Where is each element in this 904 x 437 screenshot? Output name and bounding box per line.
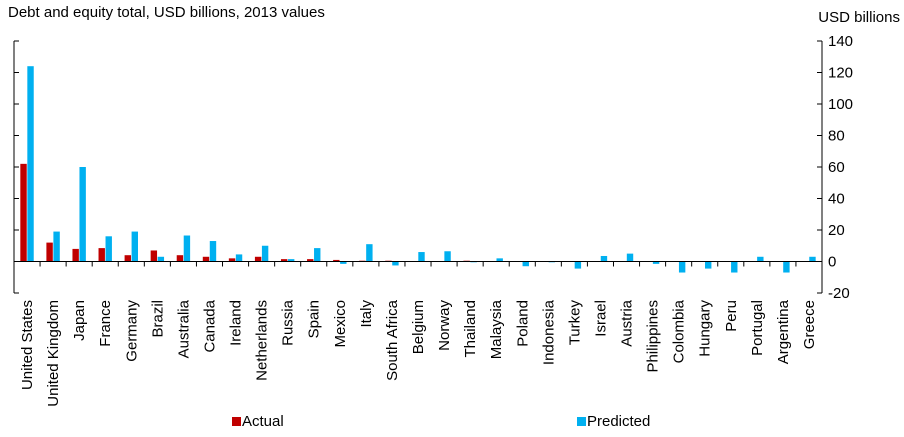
y-axis-label: USD billions: [818, 9, 900, 26]
bar-actual: [333, 259, 340, 262]
x-tick-label: Hungary: [697, 300, 714, 357]
bar-predicted: [496, 258, 503, 262]
bar-actual: [124, 255, 131, 262]
bar-predicted: [183, 235, 191, 262]
bar-predicted: [574, 261, 582, 269]
x-tick-label: Germany: [123, 300, 140, 362]
bar-actual: [307, 259, 314, 262]
legend-swatch-predicted: [577, 417, 586, 426]
bar-actual: [202, 256, 210, 262]
bar-actual: [20, 163, 27, 262]
x-tick-label: Belgium: [410, 300, 427, 354]
plot-area: -20 0 20 40 60 80 100 120 140 United States United…: [13, 33, 853, 407]
bar-predicted: [340, 261, 347, 264]
bar-predicted: [652, 261, 660, 264]
bar-predicted: [131, 231, 138, 262]
bar-predicted: [261, 245, 269, 262]
x-tick-label: Portugal: [749, 300, 766, 356]
x-tick-label: Italy: [358, 300, 375, 328]
x-tick-label: United States: [19, 300, 36, 390]
x-tick-label: Malaysia: [488, 299, 505, 359]
x-tick-label: Turkey: [566, 300, 583, 346]
bar-predicted: [27, 66, 34, 262]
y-tick-label: 0: [828, 254, 836, 271]
y-tick-label: 140: [828, 33, 853, 50]
bar-predicted: [705, 261, 712, 269]
bar-actual: [46, 242, 53, 262]
bar-predicted: [757, 256, 764, 262]
x-tick-label: Japan: [71, 300, 88, 341]
x-tick-label: France: [97, 300, 114, 347]
bar-predicted: [157, 256, 165, 262]
x-tick-label: Australia: [175, 299, 192, 358]
x-tick-label: Indonesia: [540, 299, 557, 365]
x-tick-label: Brazil: [149, 300, 166, 338]
bar-predicted: [105, 236, 112, 262]
bar-predicted: [678, 261, 686, 273]
bar-actual: [176, 255, 184, 262]
bar-predicted: [366, 244, 373, 262]
bar-actual: [254, 256, 262, 262]
y-tick-label: -20: [828, 285, 850, 302]
bar-actual: [72, 248, 79, 262]
bar-predicted: [209, 241, 217, 262]
bar-predicted: [392, 261, 399, 266]
x-tick-label: Poland: [514, 300, 531, 347]
y-tick-label: 40: [828, 191, 845, 208]
y-tick-label: 120: [828, 65, 853, 82]
y-tick-label: 80: [828, 128, 845, 145]
x-tick-label: Thailand: [462, 300, 479, 358]
x-tick-label: Spain: [306, 300, 323, 338]
x-tick-label: Mexico: [332, 300, 349, 348]
y-tick-label: 100: [828, 96, 853, 113]
y-tick-label: 60: [828, 159, 845, 176]
bar-predicted: [314, 248, 321, 262]
chart-title: Debt and equity total, USD billions, 201…: [8, 4, 325, 21]
x-tick-label: South Africa: [384, 299, 401, 381]
x-tick-label: Austria: [619, 299, 636, 346]
x-tick-label: Russia: [280, 299, 297, 346]
x-tick-label: United Kingdom: [45, 300, 62, 407]
bar-predicted: [626, 253, 634, 262]
bar-predicted: [444, 251, 451, 262]
bar-predicted: [809, 256, 816, 262]
bar-predicted: [783, 261, 790, 273]
legend: Actual Predicted: [232, 413, 650, 430]
legend-swatch-actual: [232, 417, 241, 426]
x-tick-label: Colombia: [671, 299, 688, 363]
x-tick-label: Argentina: [775, 299, 792, 364]
bar-predicted: [235, 254, 243, 262]
legend-label-predicted: Predicted: [587, 413, 650, 430]
x-tick-label: Norway: [436, 300, 453, 351]
x-tick-label: Ireland: [228, 300, 245, 346]
bar-predicted: [79, 167, 86, 262]
bar-predicted: [522, 261, 529, 267]
x-tick-label: Philippines: [645, 300, 662, 373]
y-tick-label: 20: [828, 222, 845, 239]
x-tick-label: Greece: [801, 300, 818, 349]
bar-predicted: [731, 261, 738, 273]
bar-predicted: [418, 252, 425, 262]
x-tick-label: Peru: [723, 300, 740, 332]
bar-predicted: [287, 259, 295, 262]
bar-actual: [228, 258, 236, 262]
legend-label-actual: Actual: [242, 413, 284, 430]
x-tick-label: Israel: [592, 300, 609, 337]
bar-predicted: [53, 231, 60, 262]
bar-actual: [280, 259, 288, 262]
bar-actual: [150, 250, 158, 262]
bar-actual: [98, 248, 105, 262]
bar-predicted: [600, 255, 608, 262]
x-tick-label: Canada: [201, 299, 218, 352]
x-tick-label: Netherlands: [254, 300, 271, 381]
